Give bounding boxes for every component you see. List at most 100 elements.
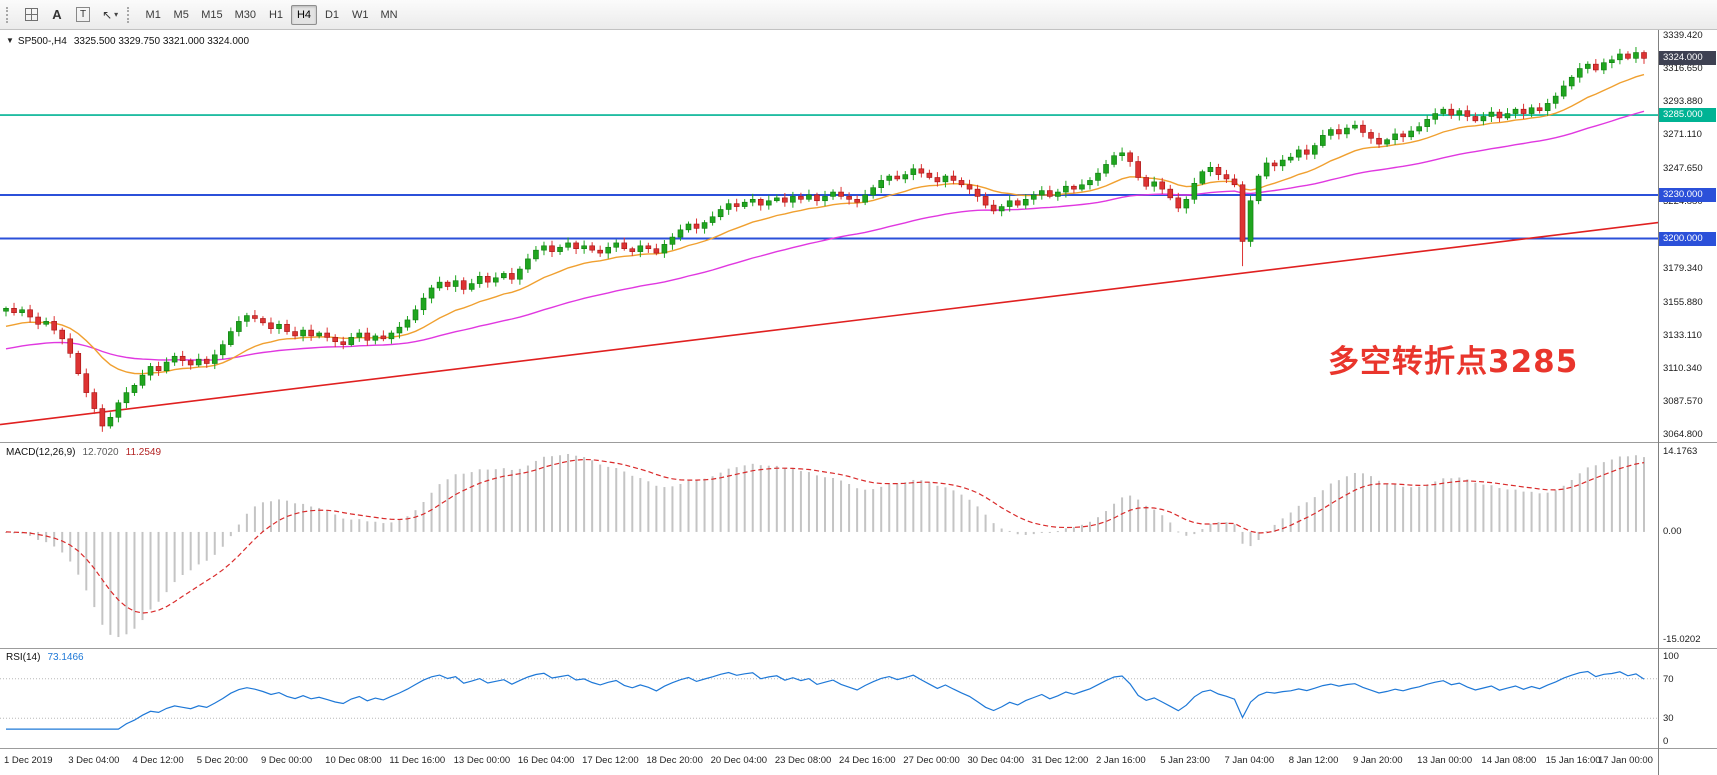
- price-tag-3285.000: 3285.000: [1659, 108, 1716, 123]
- time-axis-label: 2 Jan 16:00: [1096, 755, 1146, 766]
- timeframe-button-h1[interactable]: H1: [263, 5, 289, 25]
- time-axis-label: 15 Jan 16:00: [1545, 755, 1601, 766]
- price-tag-3230.000: 3230.000: [1659, 187, 1716, 202]
- time-axis-label: 7 Jan 04:00: [1224, 755, 1275, 766]
- rsi-title: RSI(14) 73.1466: [6, 652, 84, 663]
- time-axis-label: 13 Jan 00:00: [1417, 755, 1473, 766]
- time-axis-label: 5 Jan 23:00: [1160, 755, 1210, 766]
- time-axis-label: 17 Jan 00:00: [1598, 755, 1653, 766]
- price-tag-3200.000: 3200.000: [1659, 231, 1716, 246]
- macd-main-value: 12.7020: [82, 447, 119, 458]
- timeframe-buttons: M1 M5 M15 M30 H1 H4 D1 W1 MN: [139, 4, 403, 25]
- price-chart-canvas[interactable]: [0, 30, 1658, 442]
- rsi-axis-label: 0: [1663, 736, 1669, 747]
- toolbar-drag-handle[interactable]: [127, 6, 133, 23]
- text-box-icon: T: [76, 7, 91, 22]
- chevron-down-icon: ▾: [114, 10, 119, 19]
- rsi-line[interactable]: [6, 670, 1645, 730]
- price-axis-label: 3087.570: [1663, 395, 1703, 407]
- cursor-tool-button[interactable]: ↖ ▾: [97, 4, 123, 26]
- macd-axis-label: 0.00: [1663, 525, 1682, 537]
- price-axis-label: 3133.110: [1663, 329, 1702, 341]
- chart-window[interactable]: 3339.420 3316.650 3293.880 3271.110 3247.650…: [0, 30, 1717, 775]
- time-axis-label: 9 Dec 00:00: [260, 755, 313, 766]
- time-axis-label: 16 Dec 04:00: [517, 755, 575, 766]
- macd-axis-label: -15.0202: [1663, 634, 1701, 645]
- price-axis-label: 3155.880: [1663, 296, 1703, 308]
- time-axis-label: 30 Dec 04:00: [967, 755, 1025, 766]
- timeframe-button-d1[interactable]: D1: [319, 5, 345, 25]
- time-axis-label: 23 Dec 08:00: [774, 755, 832, 766]
- timeframe-button-w1[interactable]: W1: [347, 5, 374, 25]
- timeframe-button-h4[interactable]: H4: [291, 4, 317, 25]
- price-scale-axis-line: [1658, 30, 1659, 775]
- price-axis-label: 3110.340: [1663, 362, 1702, 374]
- one-click-trading-icon[interactable]: ▼: [6, 36, 14, 45]
- rsi-value: 73.1466: [47, 652, 84, 663]
- time-axis-label: 31 Dec 12:00: [1031, 755, 1089, 766]
- time-axis-label: 4 Dec 12:00: [132, 755, 184, 766]
- timeframe-button-m1[interactable]: M1: [140, 5, 166, 25]
- time-axis-label: 13 Dec 00:00: [453, 755, 511, 766]
- macd-indicator-name: MACD(12,26,9): [6, 447, 76, 458]
- rsi-axis-label: 100: [1663, 651, 1679, 662]
- text-label-tool-button[interactable]: A: [45, 4, 69, 26]
- macd-signal-line[interactable]: [5, 458, 1645, 614]
- cursor-icon: ↖: [102, 7, 113, 22]
- time-axis-label: 1 Dec 2019: [4, 755, 53, 766]
- chart-ohlc-values: 3325.500 3329.750 3321.000 3324.000: [73, 36, 250, 47]
- ma-fast-orange-line[interactable]: [5, 73, 1645, 375]
- grid-tool-button[interactable]: [19, 4, 43, 26]
- rsi-indicator-canvas[interactable]: [0, 649, 1658, 748]
- chart-title: ▼ SP500-,H4 3325.500 3329.750 3321.000 332…: [6, 36, 249, 47]
- rsi-axis-label: 30: [1663, 713, 1674, 725]
- ma-medium-magenta-line[interactable]: [5, 110, 1645, 361]
- time-axis-label: 3 Dec 04:00: [68, 755, 120, 766]
- panel-separator[interactable]: [0, 648, 1717, 649]
- time-axis-label: 20 Dec 04:00: [710, 755, 768, 766]
- timeframe-button-mn[interactable]: MN: [376, 5, 403, 25]
- candles-layer: [3, 47, 1647, 432]
- timeframe-button-m30[interactable]: M30: [230, 5, 261, 25]
- price-axis-label: 3064.800: [1663, 429, 1703, 441]
- time-axis-label: 5 Dec 20:00: [196, 755, 248, 766]
- chart-symbol-title: SP500-,H4: [17, 36, 67, 47]
- macd-axis-label: 14.1763: [1663, 446, 1698, 457]
- ma-slow-red-line[interactable]: [0, 221, 1658, 426]
- timeframe-button-m5[interactable]: M5: [168, 5, 194, 25]
- panel-separator[interactable]: [0, 442, 1717, 443]
- time-axis-label: 8 Jan 12:00: [1288, 755, 1339, 766]
- time-axis-label: 14 Jan 08:00: [1481, 755, 1537, 766]
- price-axis-label: 3316.650: [1663, 63, 1703, 75]
- time-axis[interactable]: 1 Dec 2019 3 Dec 04:00 4 Dec 12:00 5 Dec 20…: [0, 749, 1658, 775]
- macd-histogram: [5, 453, 1645, 638]
- time-axis-label: 24 Dec 16:00: [839, 755, 896, 766]
- timeframe-button-m15[interactable]: M15: [196, 5, 227, 25]
- price-axis-label: 3247.650: [1663, 163, 1703, 175]
- rsi-axis-label: 70: [1663, 673, 1674, 685]
- rsi-indicator-name: RSI(14): [6, 652, 41, 663]
- macd-scale[interactable]: 14.1763 0.00 -15.0202: [1659, 443, 1717, 648]
- price-axis-label: 3271.110: [1663, 129, 1702, 141]
- time-axis-label: 11 Dec 16:00: [389, 755, 446, 766]
- macd-indicator-canvas[interactable]: [0, 443, 1658, 648]
- price-scale[interactable]: 3339.420 3316.650 3293.880 3271.110 3247.650…: [1659, 30, 1717, 442]
- time-axis-label: 27 Dec 00:00: [903, 755, 960, 766]
- grid-icon: [24, 8, 38, 21]
- toolbar-drag-handle[interactable]: [6, 6, 12, 23]
- time-axis-label: 10 Dec 08:00: [325, 755, 382, 766]
- toolbar: A T ↖ ▾ M1 M5 M15 M30 H1 H4 D1 W1 MN: [0, 0, 1717, 30]
- panel-separator[interactable]: [0, 748, 1717, 749]
- macd-signal-value: 11.2549: [125, 447, 162, 458]
- time-axis-label: 9 Jan 20:00: [1352, 755, 1403, 766]
- time-axis-label: 18 Dec 20:00: [646, 755, 703, 766]
- price-axis-label: 3339.420: [1663, 29, 1703, 41]
- chart-text-annotation[interactable]: 多空转折点3285: [1328, 344, 1579, 380]
- price-tag-3324.000: 3324.000: [1659, 51, 1716, 66]
- rsi-scale[interactable]: 100 70 30 0: [1659, 649, 1717, 748]
- text-box-tool-button[interactable]: T: [71, 4, 95, 26]
- price-axis-label: 3293.880: [1663, 96, 1703, 108]
- time-axis-label: 17 Dec 12:00: [582, 755, 639, 766]
- price-axis-label: 3179.340: [1663, 262, 1703, 274]
